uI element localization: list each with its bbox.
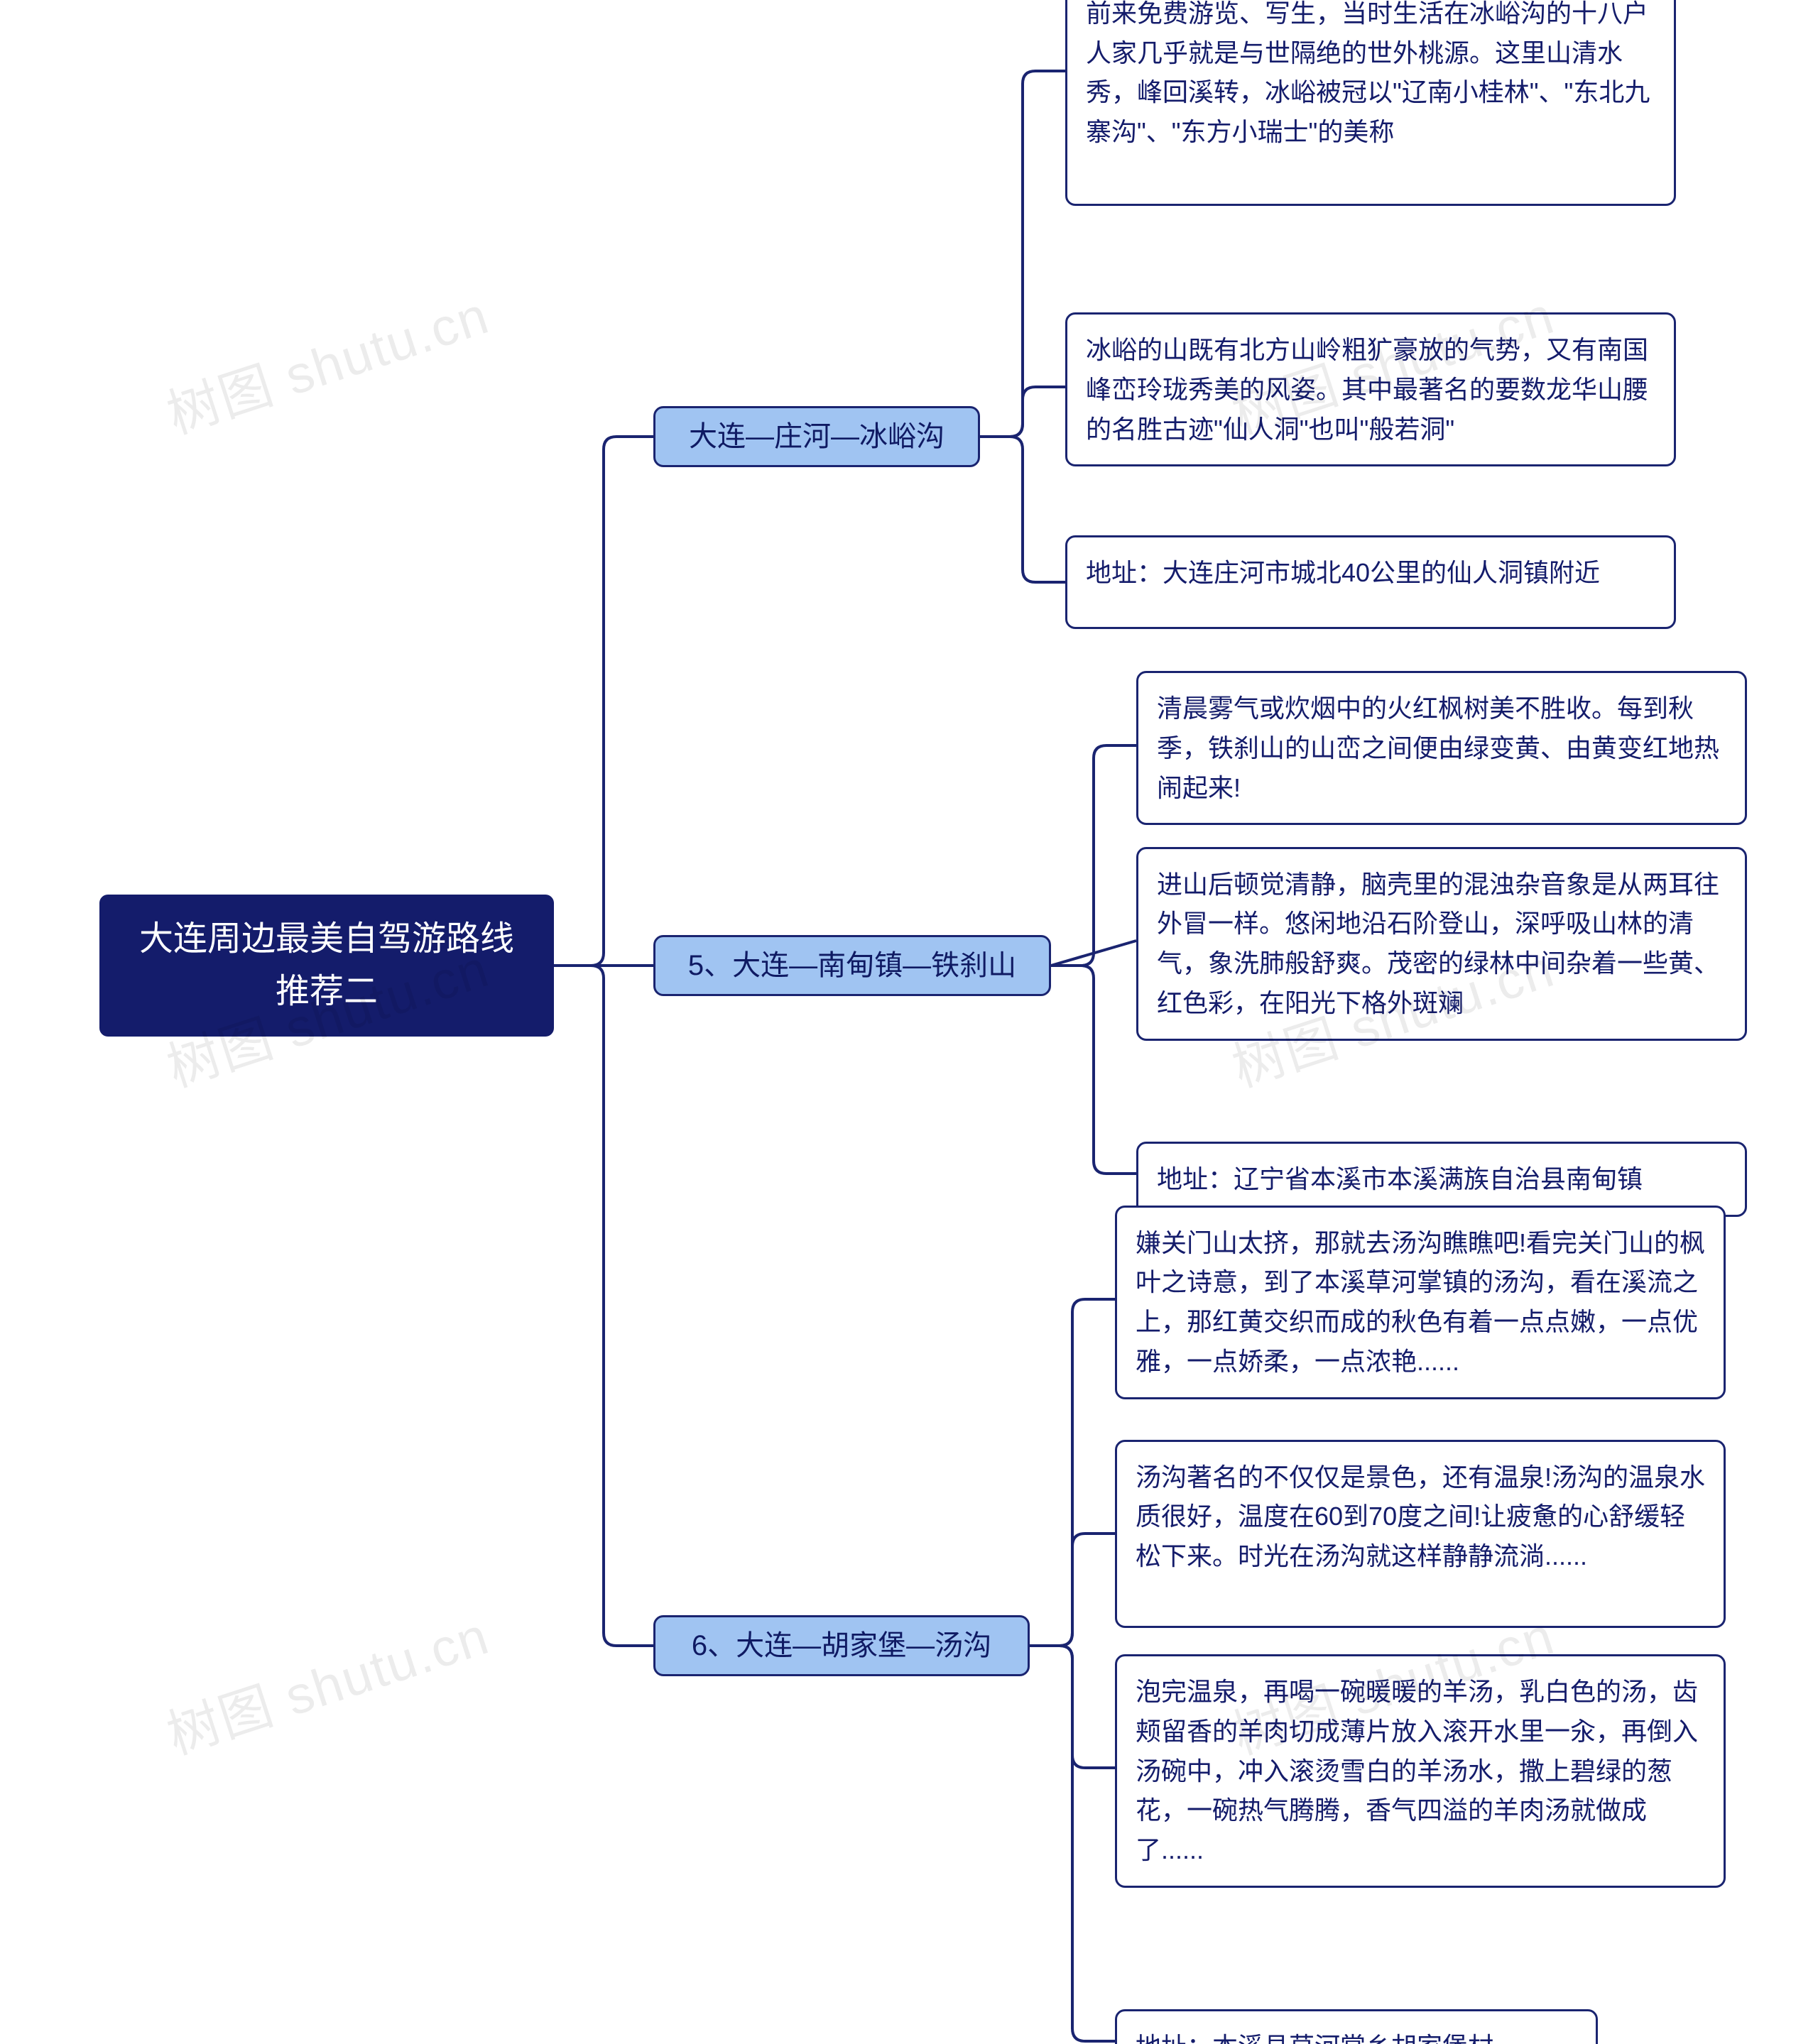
branch-label: 大连—庄河—冰峪沟: [689, 417, 945, 457]
leaf-text: 地址：本溪县草河掌乡胡家堡村: [1136, 2032, 1493, 2044]
watermark: 树图 shutu.cn: [156, 1594, 497, 1769]
branch-node: 5、大连—南甸镇—铁刹山: [653, 935, 1051, 996]
leaf-text: 清晨雾气或炊烟中的火红枫树美不胜收。每到秋季，铁刹山的山峦之间便由绿变黄、由黄变…: [1157, 694, 1719, 802]
branch-node: 6、大连—胡家堡—汤沟: [653, 1615, 1030, 1676]
leaf-node: 地址：本溪县草河掌乡胡家堡村: [1115, 2009, 1598, 2044]
leaf-node: 进山后顿觉清静，脑壳里的混浊杂音象是从两耳往外冒一样。悠闲地沿石阶登山，深呼吸山…: [1136, 847, 1747, 1041]
root-label: 大连周边最美自驾游路线推荐二: [125, 913, 528, 1019]
leaf-node: 地址：大连庄河市城北40公里的仙人洞镇附近: [1065, 535, 1676, 629]
watermark: 树图 shutu.cn: [156, 273, 497, 449]
leaf-node: 清晨雾气或炊烟中的火红枫树美不胜收。每到秋季，铁刹山的山峦之间便由绿变黄、由黄变…: [1136, 671, 1747, 825]
leaf-node: 冰峪沟是20世纪80年代初被发现，其后不断有游客前来免费游览、写生，当时生活在冰…: [1065, 0, 1676, 206]
root-node: 大连周边最美自驾游路线推荐二: [99, 895, 554, 1037]
leaf-node: 泡完温泉，再喝一碗暖暖的羊汤，乳白色的汤，齿颊留香的羊肉切成薄片放入滚开水里一汆…: [1115, 1654, 1726, 1888]
leaf-text: 冰峪沟是20世纪80年代初被发现，其后不断有游客前来免费游览、写生，当时生活在冰…: [1086, 0, 1654, 146]
leaf-text: 汤沟著名的不仅仅是景色，还有温泉!汤沟的温泉水质很好，温度在60到70度之间!让…: [1136, 1463, 1705, 1571]
branch-node: 大连—庄河—冰峪沟: [653, 406, 980, 467]
branch-label: 6、大连—胡家堡—汤沟: [692, 1626, 991, 1666]
leaf-text: 进山后顿觉清静，脑壳里的混浊杂音象是从两耳往外冒一样。悠闲地沿石阶登山，深呼吸山…: [1157, 870, 1719, 1017]
leaf-text: 地址：大连庄河市城北40公里的仙人洞镇附近: [1086, 558, 1600, 587]
leaf-text: 冰峪的山既有北方山岭粗犷豪放的气势，又有南国峰峦玲珑秀美的风姿。其中最著名的要数…: [1086, 335, 1648, 444]
leaf-node: 汤沟著名的不仅仅是景色，还有温泉!汤沟的温泉水质很好，温度在60到70度之间!让…: [1115, 1440, 1726, 1628]
branch-label: 5、大连—南甸镇—铁刹山: [688, 946, 1016, 985]
leaf-text: 泡完温泉，再喝一碗暖暖的羊汤，乳白色的汤，齿颊留香的羊肉切成薄片放入滚开水里一汆…: [1136, 1677, 1698, 1864]
leaf-text: 嫌关门山太挤，那就去汤沟瞧瞧吧!看完关门山的枫叶之诗意，到了本溪草河掌镇的汤沟，…: [1136, 1228, 1705, 1376]
leaf-text: 地址：辽宁省本溪市本溪满族自治县南甸镇: [1157, 1164, 1643, 1193]
leaf-node: 嫌关门山太挤，那就去汤沟瞧瞧吧!看完关门山的枫叶之诗意，到了本溪草河掌镇的汤沟，…: [1115, 1206, 1726, 1399]
leaf-node: 冰峪的山既有北方山岭粗犷豪放的气势，又有南国峰峦玲珑秀美的风姿。其中最著名的要数…: [1065, 312, 1676, 466]
